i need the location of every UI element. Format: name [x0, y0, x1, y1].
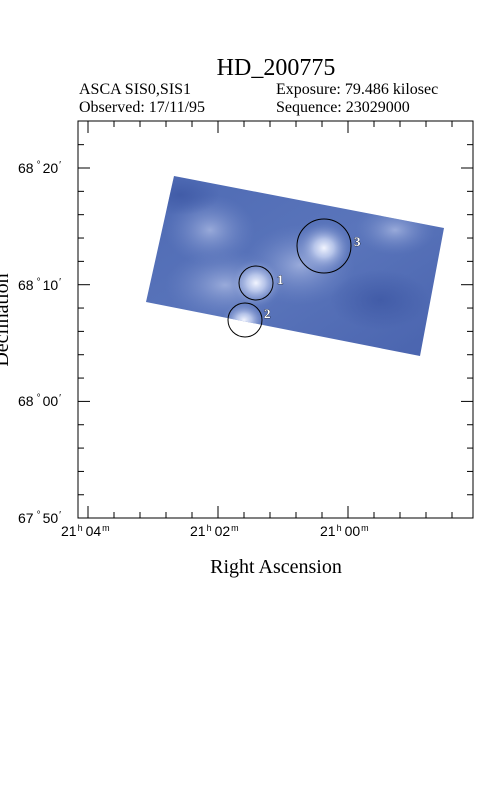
exposure-text: Exposure: 79.486 kilosec — [276, 81, 439, 98]
source-region-3[interactable] — [296, 218, 352, 274]
instrument-text: ASCA SIS0,SIS1 — [79, 81, 192, 98]
source-label-1: 1 — [277, 272, 284, 287]
dec-tick-label: 67 ° 50′ — [18, 510, 61, 526]
svg-text:68°10′: 68 ° 10′ — [18, 277, 61, 293]
svg-text:68°20′: 68 ° 20′ — [18, 160, 61, 176]
sequence-text: Sequence: 23029000 — [276, 99, 410, 116]
observed-text: Observed: 17/11/95 — [79, 99, 206, 116]
dec-tick-label: 68 ° 10′ — [18, 277, 61, 293]
source-label-3: 3 — [354, 234, 361, 249]
dec-tick-label: 68 ° 20′ — [18, 160, 61, 176]
svg-text:67°50′: 67 ° 50′ — [18, 510, 61, 526]
dec-tick-label: 68 ° 00′ — [18, 393, 61, 409]
y-axis-title: Declination — [0, 273, 13, 366]
ra-tick-label: 21h 04m — [61, 523, 110, 539]
source-region-1[interactable] — [238, 265, 274, 301]
ra-tick-label: 21h 00m — [320, 523, 369, 539]
source-label-2: 2 — [264, 306, 271, 321]
axis-ticks — [78, 121, 473, 518]
ra-tick-label: 21h 02m — [190, 523, 239, 539]
plot-frame — [77, 120, 474, 519]
page-title: HD_200775 — [216, 55, 336, 81]
x-axis-title: Right Ascension — [210, 556, 342, 578]
xray-image — [146, 176, 444, 356]
source-region-2[interactable] — [227, 302, 263, 338]
svg-text:68°00′: 68 ° 00′ — [18, 393, 61, 409]
